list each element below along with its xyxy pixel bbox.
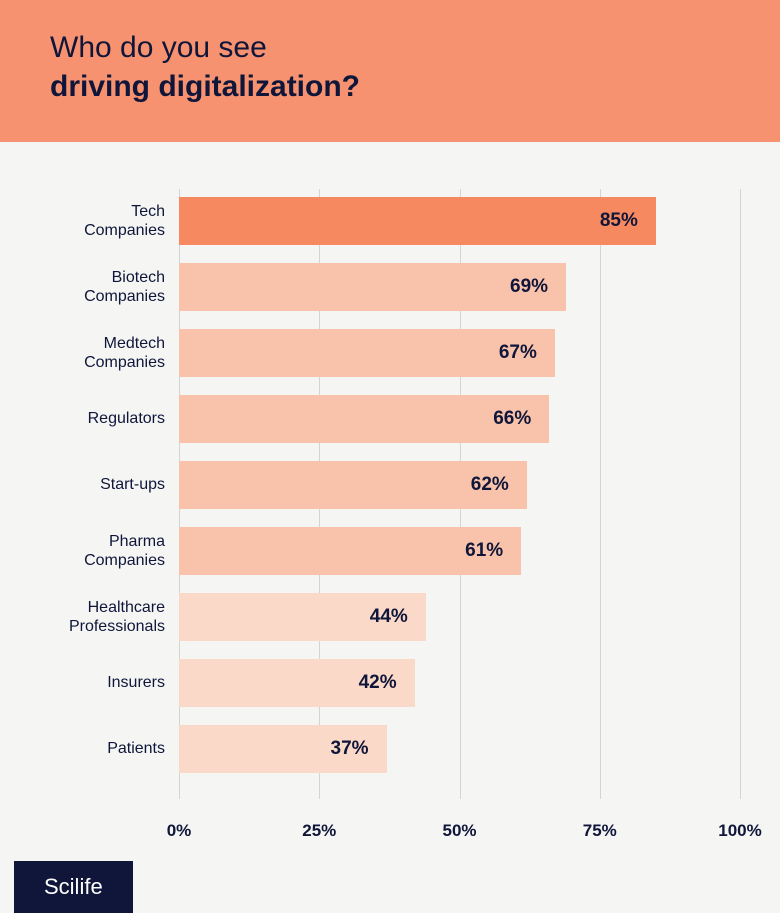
labels-column: TechCompanies BiotechCompanies MedtechComp… [40, 197, 179, 791]
row-label-wrap: PharmaCompanies [40, 527, 179, 575]
bar: 62% [179, 461, 527, 509]
x-tick: 50% [442, 821, 476, 841]
bars-column: 85% 69% 67% 66% 62% 61% 44% 42% 37% [179, 197, 740, 791]
bar: 61% [179, 527, 521, 575]
row-label: BiotechCompanies [40, 268, 179, 306]
bar-row: 66% [179, 395, 740, 443]
bar: 44% [179, 593, 426, 641]
row-label-wrap: TechCompanies [40, 197, 179, 245]
bar-row: 67% [179, 329, 740, 377]
bar-wrap: 44% [179, 593, 740, 641]
bar-wrap: 85% [179, 197, 740, 245]
bar: 85% [179, 197, 656, 245]
bar-row: 69% [179, 263, 740, 311]
chart-inner: TechCompanies BiotechCompanies MedtechComp… [40, 197, 740, 791]
bar-wrap: 61% [179, 527, 740, 575]
bar-value: 44% [370, 606, 408, 628]
bar-value: 67% [499, 342, 537, 364]
row-label-wrap: Regulators [40, 395, 179, 443]
row-label: Patients [40, 739, 179, 758]
bar-value: 62% [471, 474, 509, 496]
bar: 67% [179, 329, 555, 377]
title-line1: Who do you see [50, 31, 267, 64]
bar-value: 42% [359, 672, 397, 694]
bar-row: 61% [179, 527, 740, 575]
bar-row: 42% [179, 659, 740, 707]
x-tick: 25% [302, 821, 336, 841]
bar: 69% [179, 263, 566, 311]
title-line2: driving digitalization? [50, 70, 360, 103]
bar-wrap: 62% [179, 461, 740, 509]
row-label-wrap: Patients [40, 725, 179, 773]
bar-value: 85% [600, 210, 638, 232]
x-tick: 0% [167, 821, 192, 841]
brand-label: Scilife [44, 874, 103, 899]
chart-area: TechCompanies BiotechCompanies MedtechComp… [0, 142, 780, 851]
row-label: Start-ups [40, 475, 179, 494]
row-label-wrap: BiotechCompanies [40, 263, 179, 311]
gridline [740, 189, 741, 799]
bar-value: 37% [331, 738, 369, 760]
bar-wrap: 66% [179, 395, 740, 443]
bar: 66% [179, 395, 549, 443]
x-tick: 75% [583, 821, 617, 841]
row-label-wrap: Start-ups [40, 461, 179, 509]
row-label: Insurers [40, 673, 179, 692]
bar-value: 61% [465, 540, 503, 562]
bar-value: 69% [510, 276, 548, 298]
bar-value: 66% [493, 408, 531, 430]
row-label: Regulators [40, 409, 179, 428]
row-label: PharmaCompanies [40, 532, 179, 570]
row-label-wrap: Insurers [40, 659, 179, 707]
bar: 37% [179, 725, 387, 773]
bar-row: 37% [179, 725, 740, 773]
bar: 42% [179, 659, 415, 707]
bar-wrap: 69% [179, 263, 740, 311]
x-axis: 0%25%50%75%100% [179, 821, 740, 851]
row-label-wrap: HealthcareProfessionals [40, 593, 179, 641]
bar-wrap: 42% [179, 659, 740, 707]
bar-row: 62% [179, 461, 740, 509]
bar-wrap: 37% [179, 725, 740, 773]
row-label: HealthcareProfessionals [40, 598, 179, 636]
chart-header: Who do you see driving digitalization? [0, 0, 780, 142]
brand-badge: Scilife [14, 861, 133, 913]
row-label: MedtechCompanies [40, 334, 179, 372]
chart-title: Who do you see driving digitalization? [50, 28, 730, 106]
x-tick: 100% [718, 821, 761, 841]
bar-row: 44% [179, 593, 740, 641]
bar-wrap: 67% [179, 329, 740, 377]
row-label-wrap: MedtechCompanies [40, 329, 179, 377]
bar-row: 85% [179, 197, 740, 245]
row-label: TechCompanies [40, 202, 179, 240]
